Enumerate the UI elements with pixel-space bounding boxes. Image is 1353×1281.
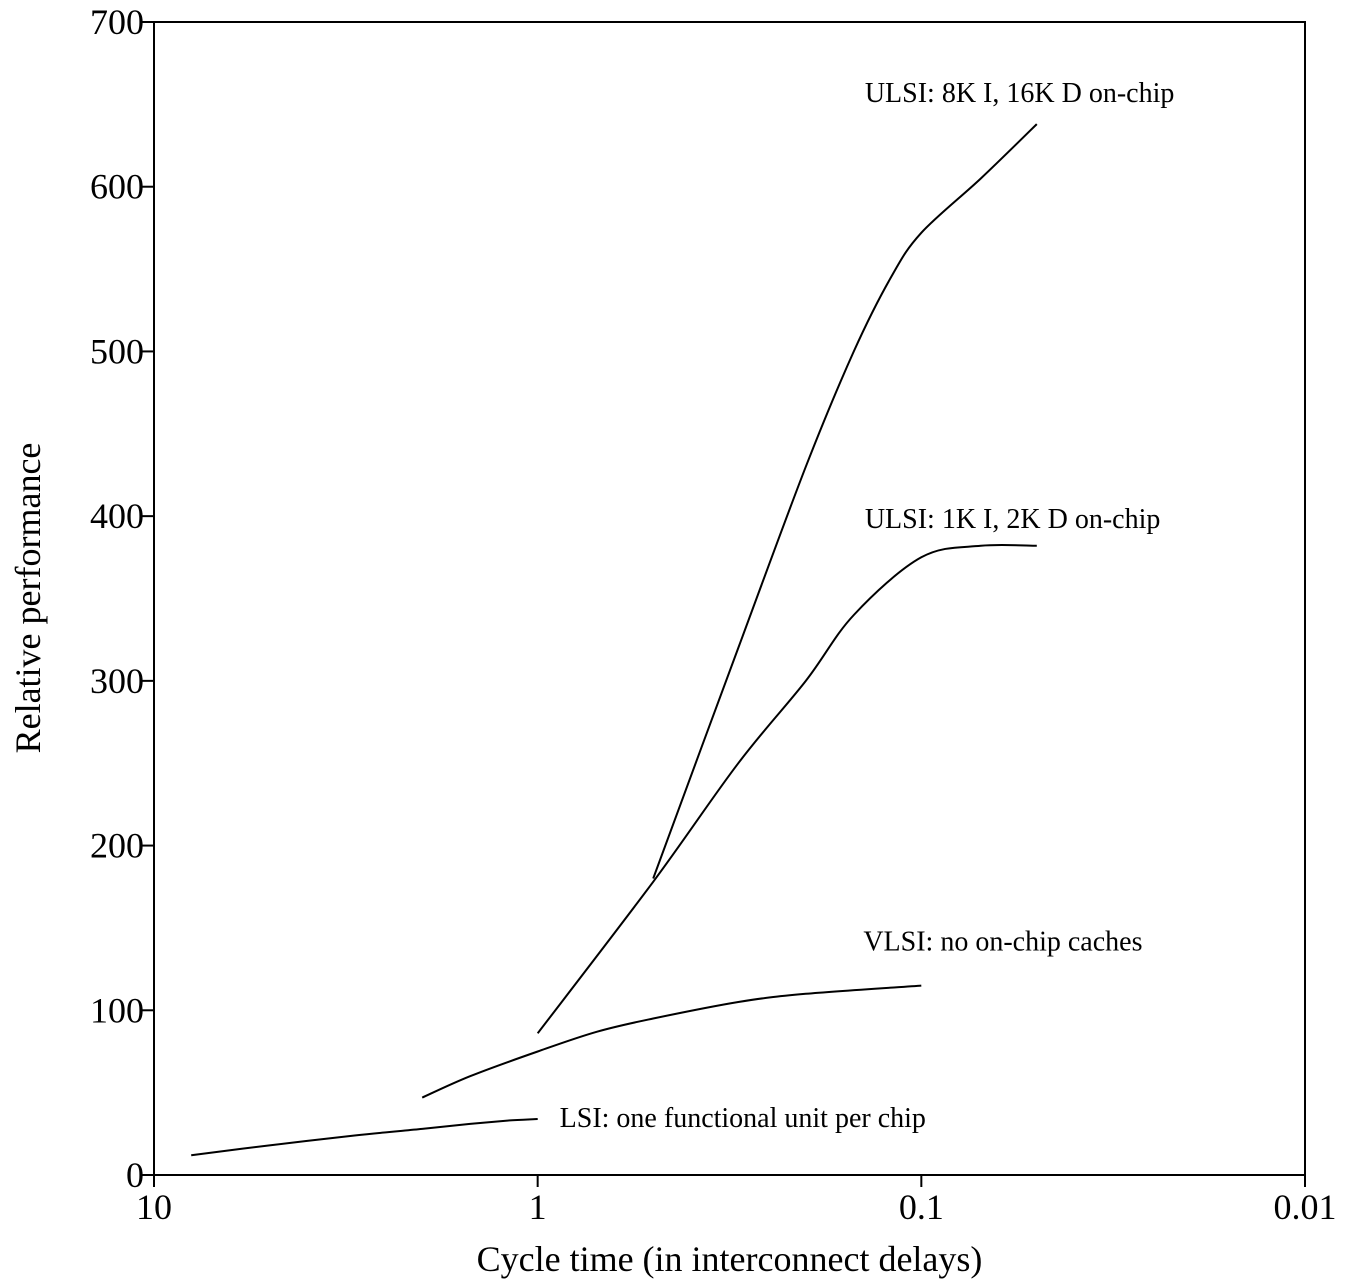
y-tick-label: 500: [90, 331, 144, 371]
series-label: LSI: one functional unit per chip: [560, 1103, 926, 1134]
x-tick-label: 0.01: [1274, 1187, 1337, 1227]
x-tick-label: 0.1: [899, 1187, 944, 1227]
x-tick-label: 1: [529, 1187, 547, 1227]
series-layer: LSI: one functional unit per chip VLSI: n…: [191, 78, 1175, 1157]
x-axis-ticks: 10 1 0.1 0.01: [136, 1175, 1337, 1227]
y-tick-label: 700: [90, 2, 144, 42]
series-label: ULSI: 1K I, 2K D on-chip: [865, 504, 1161, 535]
y-axis-title: Relative performance: [8, 443, 48, 754]
series-line: [652, 123, 1038, 879]
x-tick-label: 10: [136, 1187, 172, 1227]
series-line: [191, 1118, 538, 1157]
y-tick-label: 400: [90, 496, 144, 536]
y-tick-label: 300: [90, 661, 144, 701]
plot-frame: [153, 21, 1306, 1176]
y-tick-label: 600: [90, 167, 144, 207]
y-tick-label: 100: [90, 990, 144, 1030]
y-axis-ticks: 0 100 200 300 400 500 600 700: [90, 2, 154, 1195]
y-tick-label: 200: [90, 826, 144, 866]
y-tick-label: 0: [126, 1155, 144, 1195]
x-axis-title: Cycle time (in interconnect delays): [477, 1239, 983, 1279]
series-line: [421, 984, 922, 1099]
series-line: [536, 543, 1037, 1034]
series-label: ULSI: 8K I, 16K D on-chip: [865, 78, 1175, 109]
series-label: VLSI: no on-chip caches: [863, 927, 1142, 958]
